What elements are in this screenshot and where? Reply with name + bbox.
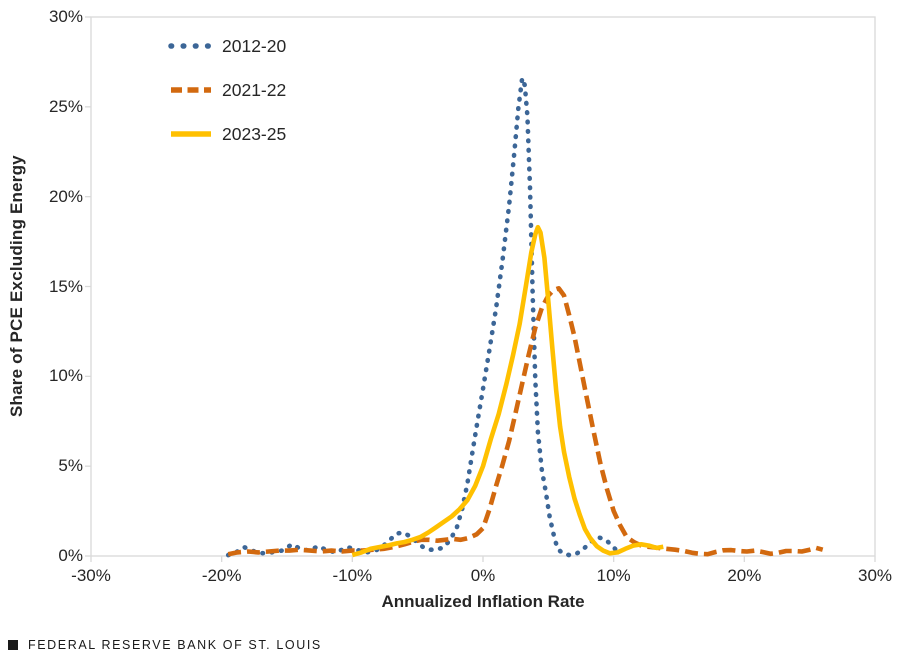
- legend-swatch-dashed-line-icon: [171, 87, 211, 93]
- y-axis-title: Share of PCE Excluding Energy: [7, 155, 26, 418]
- legend-label: 2012-20: [222, 35, 287, 56]
- footer-brand-text: FEDERAL RESERVE BANK OF ST. LOUIS: [28, 638, 322, 652]
- footer-brand: FEDERAL RESERVE BANK OF ST. LOUIS: [8, 638, 322, 652]
- legend: 2012-20 2021-22 2023-25: [168, 36, 286, 168]
- legend-item-2023-25: 2023-25: [168, 124, 286, 144]
- legend-swatch-dotted-line-icon: [168, 43, 214, 49]
- series-2023-25-line: [351, 224, 664, 558]
- x-axis-title: Annualized Inflation Rate: [381, 592, 585, 611]
- series-2012-20-line: [225, 75, 624, 558]
- legend-swatch-solid-line-icon: [171, 131, 211, 137]
- legend-label: 2023-25: [222, 123, 287, 144]
- fred-logo-square-icon: [8, 640, 18, 650]
- legend-item-2012-20: 2012-20: [168, 36, 286, 56]
- legend-label: 2021-22: [222, 79, 287, 100]
- legend-item-2021-22: 2021-22: [168, 80, 286, 100]
- series-2021-22-line: [227, 286, 824, 557]
